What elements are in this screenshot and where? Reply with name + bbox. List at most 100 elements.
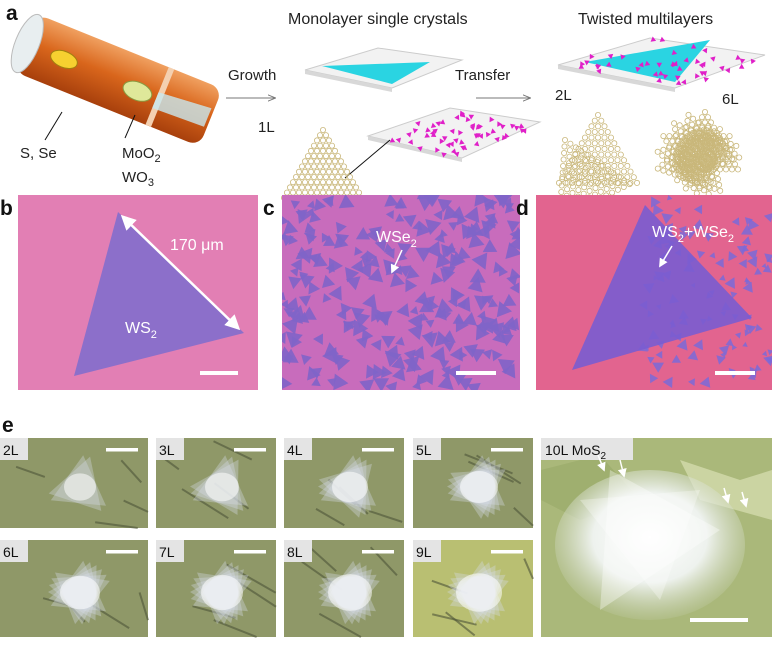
crystal-core [332,472,368,502]
atom-ring [735,167,740,172]
atom-ring [625,175,630,180]
atom-ring [323,164,328,169]
atom-ring [667,134,672,139]
atom-ring [699,115,704,120]
atom-ring [338,190,343,195]
atom-ring [665,164,670,169]
atom-ring [589,146,594,151]
pointer [345,140,390,178]
atom-ring [579,141,584,146]
atom-ring [317,164,322,169]
panel-label: d [516,197,529,220]
atom-ring [329,185,334,190]
atom-ring [323,154,328,159]
atom-ring [323,174,328,179]
atom-ring [655,166,660,171]
formula: WSe [376,229,411,246]
atom-ring [631,175,636,180]
atom-ring [350,180,355,185]
atom-ring [302,190,307,195]
atom-ring [293,185,298,190]
atom-ring [602,135,607,140]
atom-ring [332,180,337,185]
atom-ring [592,129,597,134]
scale-bar [234,448,266,452]
atom-ring [708,120,713,125]
tile: 9L [413,540,533,637]
atom-ring [723,167,728,172]
atom-ring [621,169,626,174]
atom-ring [317,185,322,190]
layer-label: 6L [722,91,739,108]
atom-ring [598,189,603,194]
atom-ring [593,186,598,191]
atom-ring [332,169,337,174]
scale-bar [491,448,523,452]
atom-ring [332,190,337,195]
atom-ring [290,180,295,185]
atom-ring [661,134,666,139]
scale-bar [200,371,238,375]
atom-ring [314,159,319,164]
atom-ring [320,148,325,153]
atom-ring [344,169,349,174]
atom-ring [685,118,690,123]
atom-ring [592,141,597,146]
subscript: 2 [155,153,161,165]
atom-ring [320,180,325,185]
atom-ring [660,162,665,167]
precursor: WO3 [122,169,154,189]
atom-ring [314,169,319,174]
atom-ring [320,138,325,143]
scale-bar [106,550,138,554]
tile: 3L [156,438,276,528]
scale-note: 170 μm [170,237,224,254]
atom-ring [661,147,666,152]
tile: 2L [0,438,148,528]
atom-ring [586,129,591,134]
atom-ring [314,138,319,143]
atom-ring [584,159,589,164]
atom-ring [335,154,340,159]
subscript: 3 [148,177,154,189]
atom-ring [595,135,600,140]
atom-ring [673,127,678,132]
atom-ring [299,164,304,169]
atom-ring [314,180,319,185]
crystal-core [205,473,239,502]
atom-ring [561,163,566,168]
tile: 6L [0,540,148,637]
atom-ring [347,185,352,190]
panel-label: e [2,414,14,437]
atom-ring [567,154,572,159]
atom-ring [559,189,564,194]
atom-ring [660,153,665,158]
atom-ring [314,148,319,153]
atom-ring [326,159,331,164]
atom-ring [702,109,707,114]
atom-ring [561,157,566,162]
atom-ring [717,182,722,187]
panel-label: c [263,197,275,220]
atom-ring [678,129,683,134]
atom-ring [317,143,322,148]
panel-d: d WS2+WSe2 [516,195,774,390]
atom-ring [329,143,334,148]
atom-ring [592,118,597,123]
atom-ring [568,141,573,146]
atom-ring [305,185,310,190]
atom-ring [615,187,620,192]
precursor: S, Se [20,145,57,162]
step-label: Growth [228,67,276,84]
tile-label: 9L [416,544,432,560]
atom-ring [329,174,334,179]
atom-ring [332,148,337,153]
atom-ring [320,127,325,132]
atom-ring [677,123,682,128]
atom-ring [602,124,607,129]
atom-ring [347,174,352,179]
large-tile: 10L MoS2 [541,438,772,637]
atom-ring [717,127,722,132]
tile-label: 2L [3,442,19,458]
